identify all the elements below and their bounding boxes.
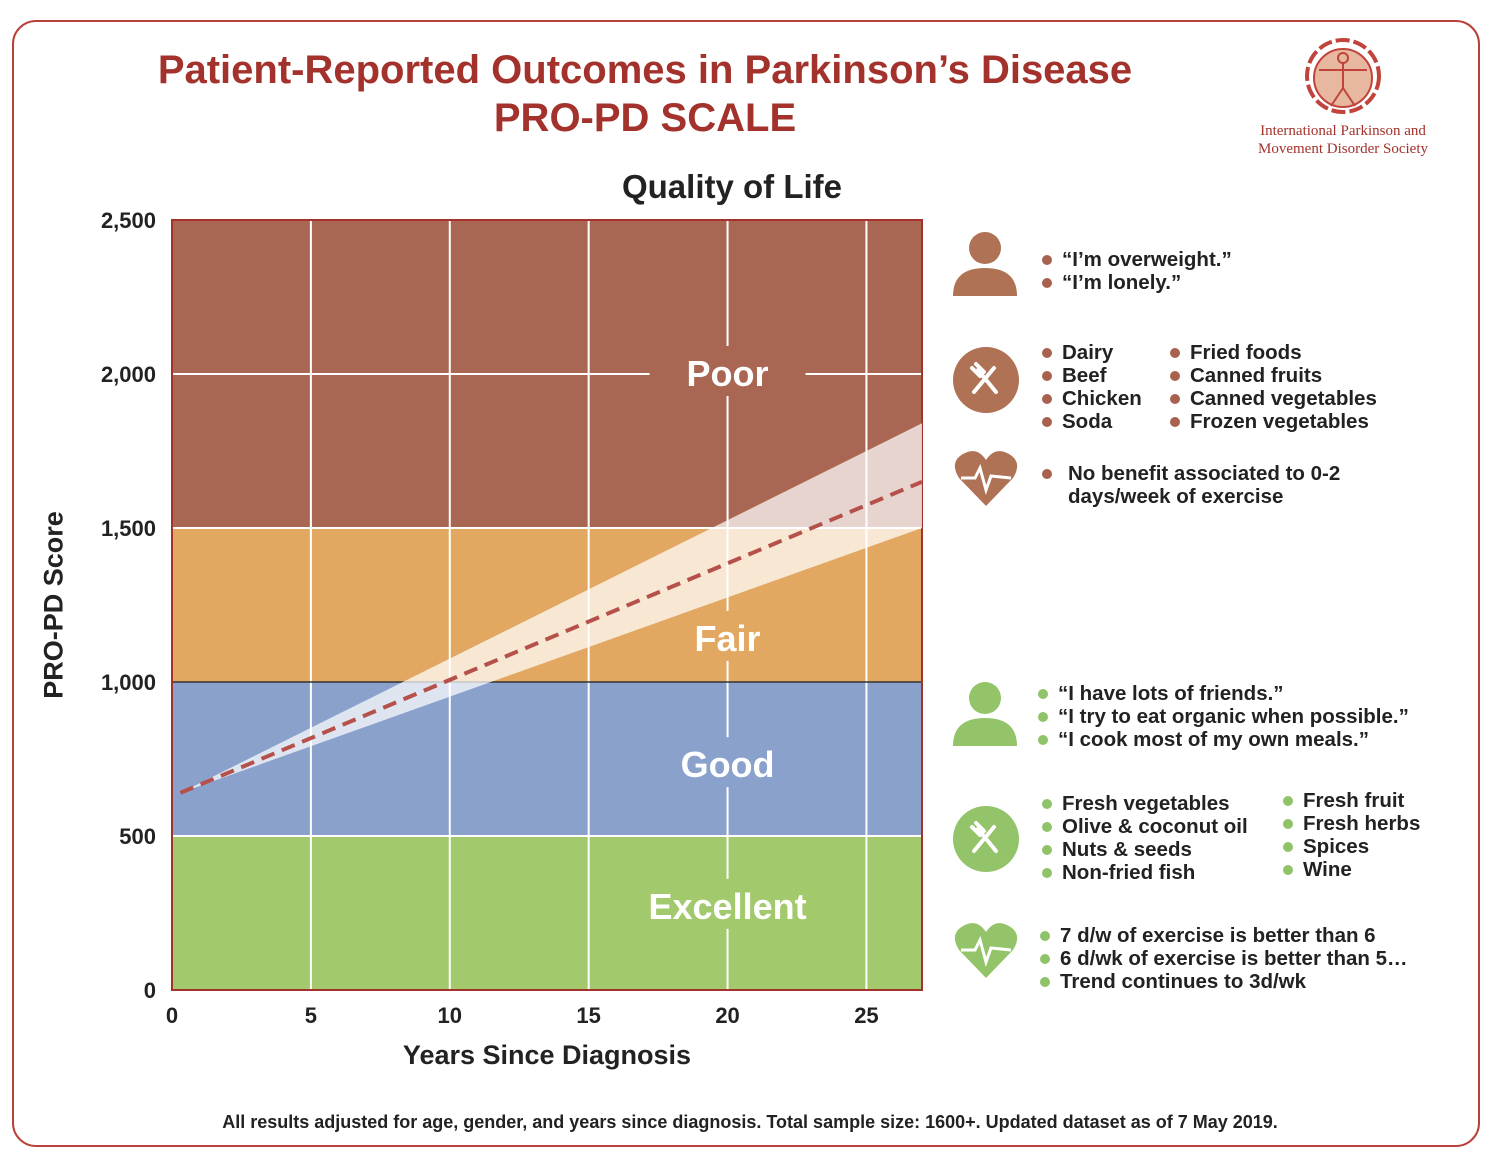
negative-food-item: Beef (1040, 364, 1142, 387)
x-tick-label: 10 (438, 1003, 462, 1028)
negative-food-item: Soda (1040, 410, 1142, 433)
positive-food-item: Fresh herbs (1281, 812, 1420, 835)
footnote: All results adjusted for age, gender, an… (222, 1112, 1278, 1132)
zone-label-poor: Poor (687, 353, 769, 394)
zone-good (172, 682, 922, 836)
confidence-band (180, 423, 923, 793)
y-tick-label: 1,000 (101, 670, 156, 695)
positive-quotes-panel: “I have lots of friends.” “I try to eat o… (1036, 682, 1409, 751)
positive-food-item: Non-fried fish (1040, 861, 1248, 884)
x-tick-label: 20 (715, 1003, 739, 1028)
positive-exercise-item: 7 d/w of exercise is better than 6 (1038, 924, 1408, 947)
negative-food-item: Chicken (1040, 387, 1142, 410)
negative-quote-item: “I’m lonely.” (1040, 271, 1232, 294)
negative-food-item: Fried foods (1168, 341, 1377, 364)
positive-food-item: Fresh fruit (1281, 789, 1420, 812)
x-tick-label: 25 (854, 1003, 878, 1028)
positive-food-item: Nuts & seeds (1040, 838, 1248, 861)
positive-food-item: Fresh vegetables (1040, 792, 1248, 815)
negative-quote-item: “I’m overweight.” (1040, 248, 1232, 271)
fork-knife-icon-negative (953, 347, 1019, 413)
negative-food-item: Canned fruits (1168, 364, 1377, 387)
negative-foods-panel: Dairy Beef Chicken Soda Fried foods Canned f… (1040, 341, 1440, 441)
society-logo: International Parkinson and Movement Dis… (1250, 36, 1436, 158)
page-title: Patient-Reported Outcomes in Parkinson’s… (157, 48, 1133, 92)
y-tick-label: 1,500 (101, 516, 156, 541)
negative-food-item: Frozen vegetables (1168, 410, 1377, 433)
chart-title: Quality of Life (621, 168, 842, 205)
heart-rate-icon-positive (954, 923, 1018, 978)
positive-quote-item: “I cook most of my own meals.” (1036, 728, 1409, 751)
plot-border (171, 219, 923, 991)
zone-label-bg (627, 878, 828, 929)
positive-foods-panel: Fresh vegetables Olive & coconut oil Nuts … (1040, 789, 1460, 892)
heart-rate-icon-negative (954, 451, 1018, 506)
y-tick-label: 2,000 (101, 362, 156, 387)
zone-label-fair: Fair (695, 618, 761, 659)
x-tick-label: 0 (166, 1003, 178, 1028)
positive-food-item: Spices (1281, 835, 1420, 858)
y-tick-label: 500 (119, 824, 156, 849)
vitruvian-logo-icon (1305, 38, 1381, 114)
y-tick-label: 2,500 (101, 208, 156, 233)
zone-label-good: Good (681, 744, 775, 785)
positive-exercise-item: 6 d/wk of exercise is better than 5… (1038, 947, 1408, 970)
x-tick-label: 5 (305, 1003, 317, 1028)
zone-label-bg (649, 610, 806, 661)
zone-label-excellent: Excellent (649, 886, 807, 927)
positive-quote-item: “I have lots of friends.” (1036, 682, 1409, 705)
positive-quote-item: “I try to eat organic when possible.” (1036, 705, 1409, 728)
person-icon-positive (953, 682, 1017, 746)
zone-label-bg (649, 737, 806, 788)
zone-label-bg (649, 346, 806, 396)
page-frame (12, 20, 1480, 1147)
y-tick-label: 0 (144, 978, 156, 1003)
negative-exercise-panel: No benefit associated to 0-2 days/week o… (1040, 462, 1360, 508)
positive-exercise-item: Trend continues to 3d/wk (1038, 970, 1408, 993)
positive-food-item: Wine (1281, 858, 1420, 881)
chart-plot: Poor Fair Good Excellent 0 500 1,000 1,500 2,00… (101, 208, 923, 1028)
trend-line (179, 479, 923, 795)
negative-quotes-panel: “I’m overweight.” “I’m lonely.” (1040, 248, 1232, 294)
negative-food-item: Canned vegetables (1168, 387, 1377, 410)
fork-knife-icon-positive (953, 806, 1019, 872)
person-icon-negative (953, 232, 1017, 296)
logo-text: International Parkinson and Movement Dis… (1258, 123, 1428, 157)
x-tick-label: 15 (576, 1003, 600, 1028)
x-axis-label: Years Since Diagnosis (402, 1040, 692, 1070)
page-subtitle: PRO-PD SCALE (493, 96, 797, 140)
positive-food-item: Olive & coconut oil (1040, 815, 1248, 838)
negative-food-item: Dairy (1040, 341, 1142, 364)
negative-exercise-item: No benefit associated to 0-2 days/week o… (1040, 462, 1360, 508)
